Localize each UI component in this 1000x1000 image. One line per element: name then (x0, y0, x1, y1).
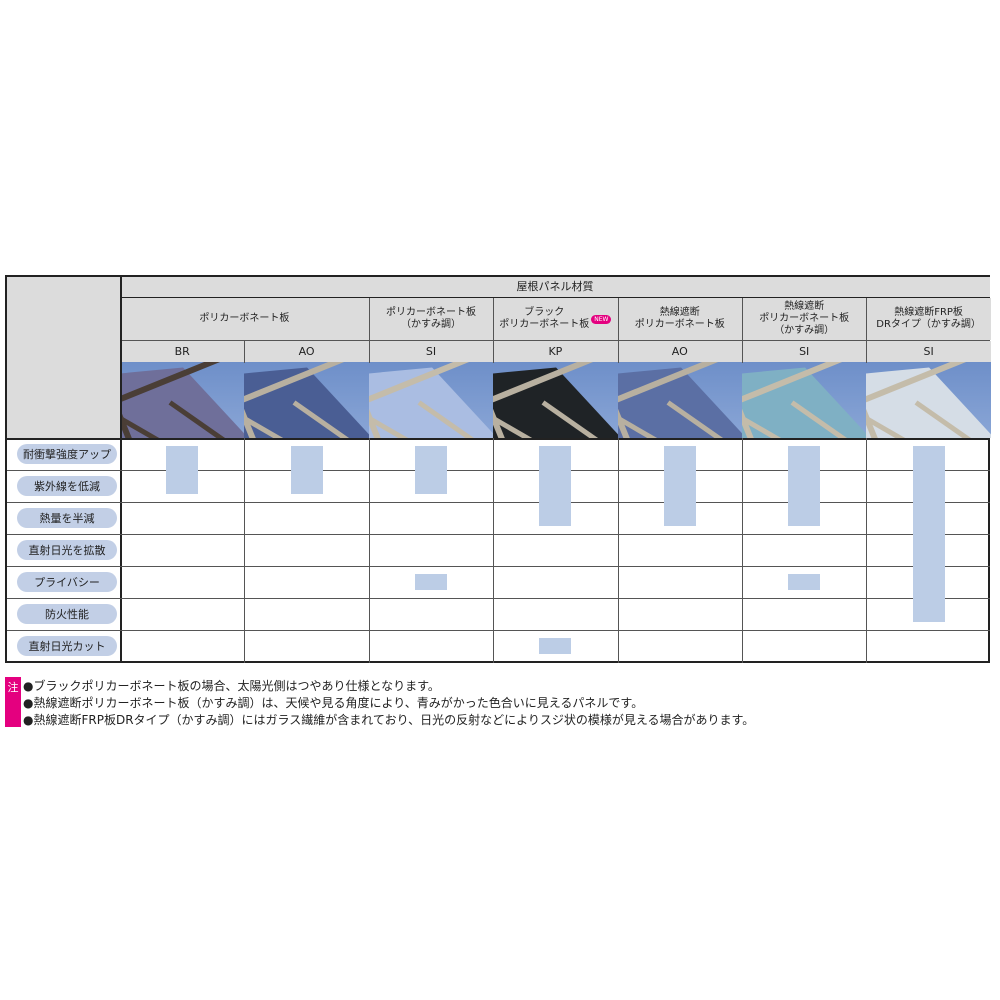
group-label: ブラック ポリカーボネート板 (499, 307, 590, 330)
column-code: AO (617, 341, 742, 362)
feature-label: 直射日光を拡散 (17, 540, 117, 560)
feature-mark (539, 446, 572, 526)
feature-mark (788, 574, 821, 590)
group-header: 熱線遮断FRP板 DRタイプ（かすみ調） (866, 298, 991, 340)
column-code: SI (866, 341, 991, 362)
feature-label: 熱量を半減 (17, 508, 117, 528)
divider (742, 298, 743, 363)
divider (866, 298, 868, 363)
divider (7, 534, 990, 535)
group-header: 熱線遮断 ポリカーボネート板 (617, 298, 742, 340)
column-code: SI (368, 341, 494, 362)
divider (493, 298, 495, 363)
feature-mark (788, 446, 821, 526)
divider (7, 598, 990, 599)
column-code: BR (120, 341, 245, 362)
column-code: KP (493, 341, 618, 362)
feature-mark (415, 446, 447, 494)
divider (244, 341, 246, 363)
divider (368, 298, 370, 363)
table-title: 屋根パネル材質 (120, 277, 990, 297)
divider (7, 630, 990, 631)
divider (617, 438, 619, 663)
group-label: ポリカーボネート板 （かすみ調） (385, 307, 476, 330)
group-label: 熱線遮断 ポリカーボネート板 （かすみ調） (759, 301, 850, 336)
note-tag: 注 (5, 677, 21, 727)
column-code: SI (742, 341, 867, 362)
panel-photo (493, 362, 618, 438)
divider (617, 298, 619, 363)
panel-photo (617, 362, 742, 438)
new-badge: NEW (591, 314, 612, 324)
divider (120, 297, 990, 298)
feature-mark (539, 638, 572, 654)
feature-label: 紫外線を低減 (17, 476, 117, 496)
panel-photo (368, 362, 494, 438)
feature-label: 耐衝撃強度アップ (17, 444, 117, 464)
group-header: ポリカーボネート板 （かすみ調） (368, 298, 494, 340)
divider (368, 438, 370, 663)
group-label: ポリカーボネート板 (199, 313, 290, 324)
divider (120, 340, 990, 341)
feature-mark (415, 574, 447, 590)
group-label: 熱線遮断FRP板 DRタイプ（かすみ調） (876, 307, 981, 330)
note-1: ●ブラックポリカーボネート板の場合、太陽光側はつやあり仕様となります。 (23, 679, 440, 693)
feature-label: プライバシー (17, 572, 117, 592)
feature-label: 直射日光カット (17, 636, 117, 656)
divider (493, 438, 495, 663)
group-header: 熱線遮断 ポリカーボネート板 （かすみ調） (742, 298, 867, 340)
group-header: ポリカーボネート板 (120, 298, 369, 340)
divider (7, 438, 990, 440)
note-2: ●熱線遮断ポリカーボネート板（かすみ調）は、天候や見る角度により、青みがかった色… (23, 696, 644, 710)
divider (7, 566, 990, 567)
divider (244, 438, 246, 663)
group-label: 熱線遮断 ポリカーボネート板 (634, 307, 725, 330)
group-header: ブラック ポリカーボネート板 NEW (493, 298, 618, 340)
panel-photo (866, 362, 991, 438)
divider (866, 438, 868, 663)
divider (7, 470, 990, 471)
feature-label: 防火性能 (17, 604, 117, 624)
note-3: ●熱線遮断FRP板DRタイプ（かすみ調）にはガラス繊維が含まれており、日光の反射… (23, 713, 755, 727)
divider (742, 438, 743, 663)
panel-photo (244, 362, 369, 438)
corner-cell (7, 277, 120, 438)
feature-mark (290, 446, 323, 494)
divider (7, 502, 990, 503)
panel-photo (742, 362, 867, 438)
panel-photo (120, 362, 245, 438)
roof-panel-material-table: 屋根パネル材質 ポリカーボネート板 ポリカーボネート板 （かすみ調） ブラック ポリ… (5, 275, 991, 663)
feature-mark (166, 446, 199, 494)
feature-mark (663, 446, 696, 526)
column-code: AO (244, 341, 369, 362)
feature-mark (912, 446, 945, 622)
